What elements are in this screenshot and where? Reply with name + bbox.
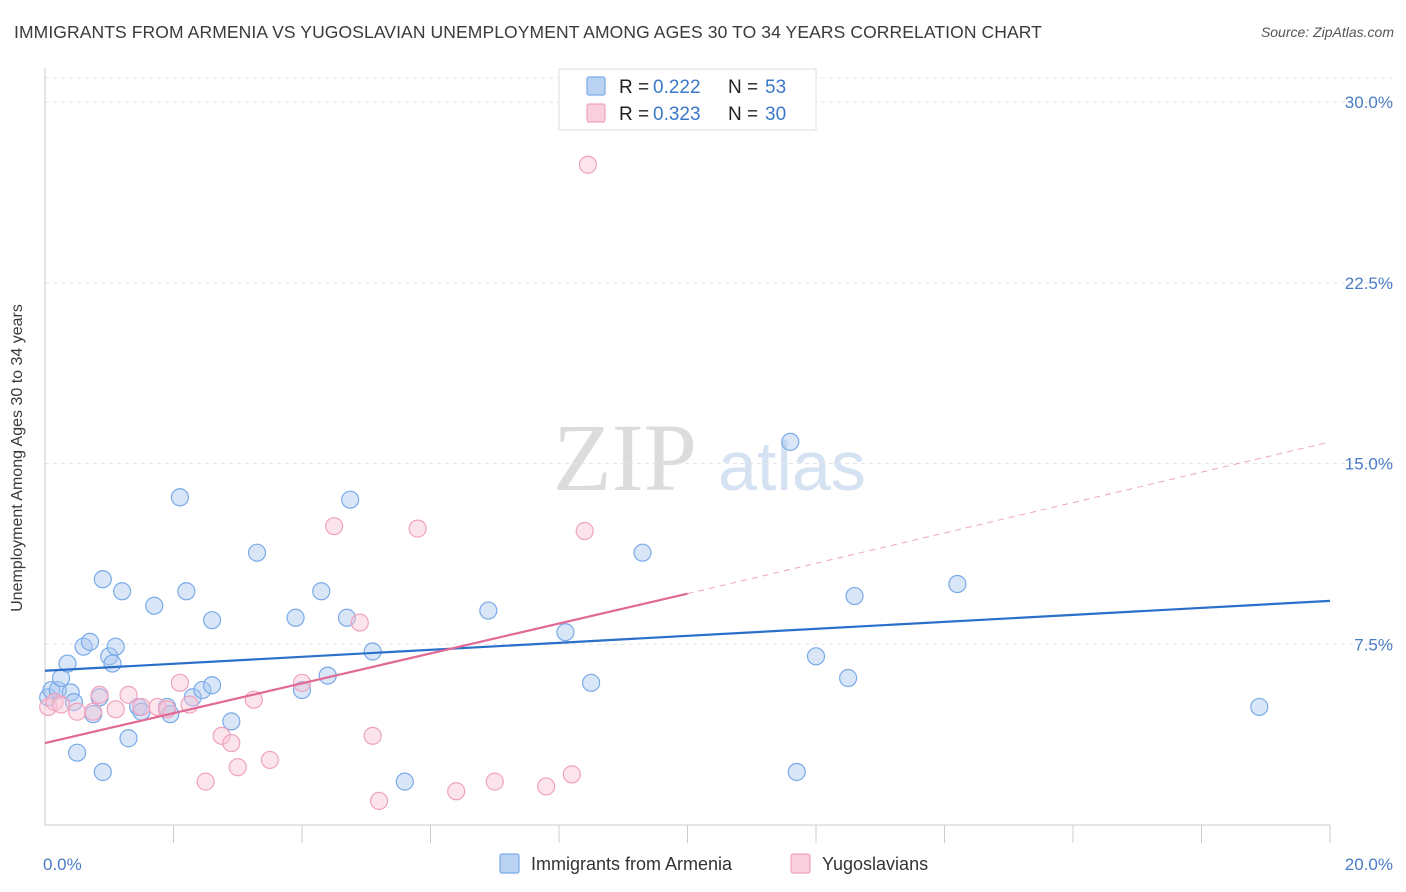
point-s1-4 [84,702,103,721]
point-s0-33 [292,680,312,700]
legend-r-label-1: R = [619,104,649,125]
watermark-atlas: atlas [718,427,866,505]
point-s0-5 [61,683,80,702]
chart-source: Source: ZipAtlas.com [1260,24,1394,40]
bottom-legend-swatch-0 [499,853,520,874]
legend-r-value-1: 0.323 [653,104,701,125]
x-tick-label-1: 20.0% [1345,855,1393,874]
point-s0-32 [286,608,305,627]
point-s0-18 [119,729,138,748]
point-s0-12 [93,570,112,589]
point-s0-50 [1250,697,1269,717]
point-s1-7 [119,685,138,704]
x-tick-label-0: 0.0% [43,855,82,874]
point-s0-25 [177,582,196,601]
point-s1-21 [350,613,369,632]
trend-line-extended-s1 [687,441,1331,595]
legend-n-value-0: 53 [765,77,786,98]
bottom-legend-label-1: Yugoslavians [822,854,928,874]
legend-swatch-0 [586,76,606,96]
point-s1-28 [562,765,581,784]
point-s0-13 [93,762,112,782]
point-s0-47 [839,668,858,688]
point-s0-30 [222,712,241,731]
legend-swatch-1 [586,103,606,123]
legend-n-label-1: N = [728,104,758,125]
point-s1-22 [363,726,382,745]
point-s0-46 [806,647,826,666]
legend-r-value-0: 0.222 [653,77,701,98]
point-s0-45 [787,762,806,782]
point-s0-7 [68,743,87,762]
point-s0-29 [202,611,222,630]
point-s0-44 [781,432,800,451]
trend-line-s1 [44,592,688,745]
point-s1-30 [578,155,598,174]
point-s1-13 [196,772,215,791]
point-s1-16 [228,758,247,777]
point-s0-39 [395,772,414,791]
point-s1-27 [537,777,556,796]
point-s0-27 [193,680,212,700]
point-s1-26 [485,772,504,791]
point-s0-42 [582,673,601,692]
watermark-zip: ZIP [553,404,697,511]
point-s1-29 [575,521,594,541]
point-s1-11 [170,673,190,692]
point-s0-17 [112,582,132,601]
y-tick-label-0: 7.5% [1354,635,1393,654]
point-s1-3 [68,702,87,721]
point-s0-34 [312,582,331,601]
y-tick-label-2: 22.5% [1345,274,1393,293]
bottom-legend-label-0: Immigrants from Armenia [531,854,733,874]
point-s1-14 [212,726,231,745]
point-s0-31 [247,543,267,562]
point-s1-6 [106,700,125,719]
point-s1-8 [132,697,151,717]
point-s0-16 [106,637,125,656]
point-s0-21 [145,596,164,615]
point-s1-25 [447,782,466,801]
point-s0-4 [58,654,77,673]
point-s0-37 [341,490,360,509]
point-s0-38 [363,642,382,661]
point-s1-2 [51,695,71,714]
point-s1-23 [370,791,389,811]
point-s0-28 [202,676,222,695]
point-s1-5 [90,685,109,704]
point-s0-15 [103,654,122,673]
point-s0-49 [948,574,967,594]
y-tick-label-1: 15.0% [1345,455,1393,474]
y-tick-label-3: 30.0% [1345,93,1393,112]
point-s1-15 [222,733,241,753]
trend-line-s0 [44,599,1331,672]
point-s1-18 [260,750,279,770]
chart-title: IMMIGRANTS FROM ARMENIA VS YUGOSLAVIAN U… [14,22,1042,42]
point-s0-9 [80,632,100,651]
point-s0-41 [556,623,575,642]
legend-n-label-0: N = [728,77,758,98]
bottom-legend-swatch-1 [790,853,811,874]
point-s0-48 [845,586,864,606]
point-s1-24 [408,519,427,538]
point-s0-40 [479,601,498,620]
legend-n-value-1: 30 [765,104,786,125]
point-s0-43 [633,543,652,562]
legend-r-label-0: R = [619,77,649,98]
point-s0-24 [170,488,190,507]
point-s1-20 [325,517,344,536]
